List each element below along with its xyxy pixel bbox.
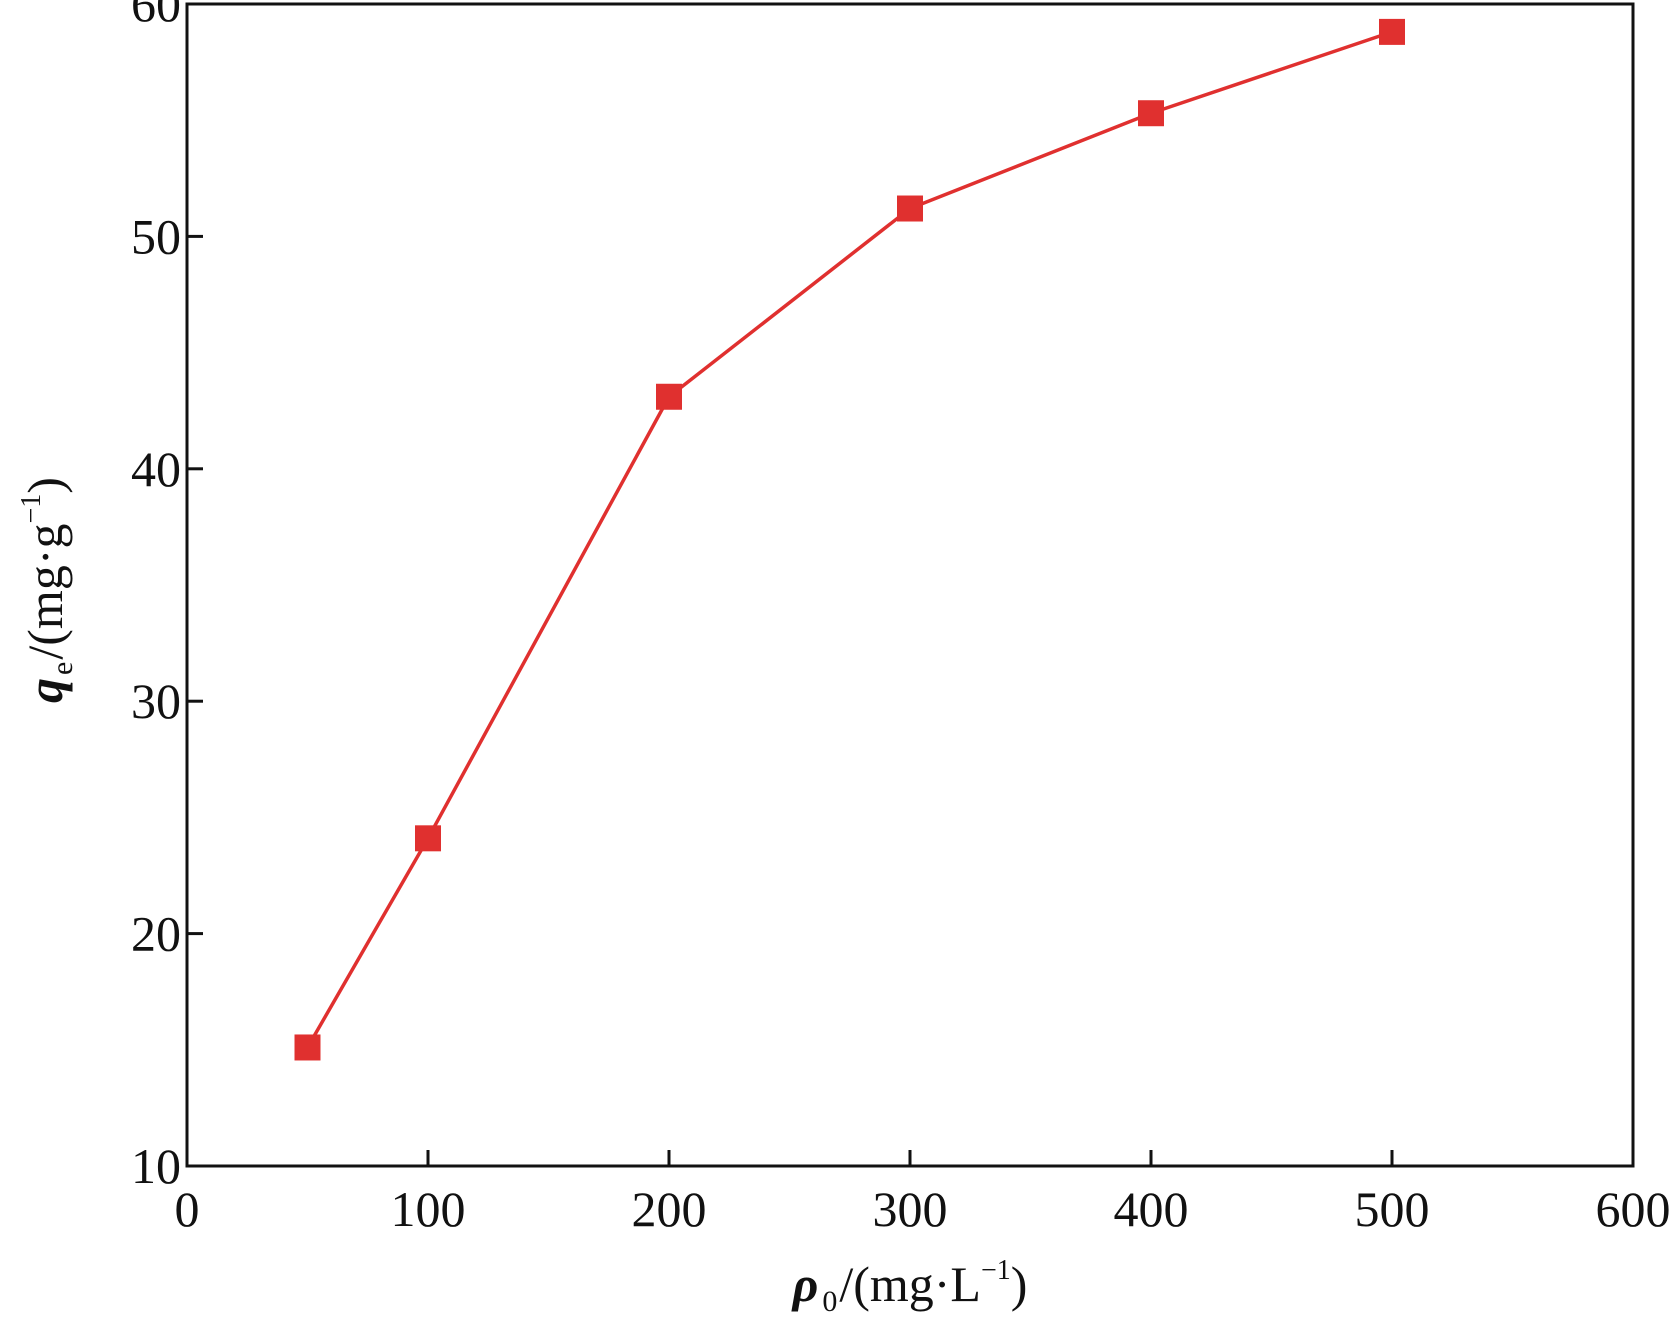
y-tick-label: 60 [131,0,181,32]
x-axis-unit-prefix: /(mg·L [839,1256,981,1312]
x-axis-symbol: ρ [791,1256,819,1312]
x-tick-label: 0 [175,1181,200,1237]
series-line [305,30,1393,1049]
y-axis-subscript: e [46,662,79,675]
y-axis-unit-suffix: ) [17,477,73,494]
y-tick-label: 40 [131,441,181,497]
x-tick-label: 100 [391,1181,466,1237]
y-tick-label: 20 [131,906,181,962]
data-point-marker [656,383,682,410]
x-tick-label: 400 [1114,1181,1189,1237]
x-tick-label: 500 [1355,1181,1430,1237]
y-tick-label: 50 [131,208,181,264]
data-point-marker [1379,18,1405,45]
data-point-marker [415,825,441,852]
x-axis-unit-suffix: ) [1011,1256,1028,1312]
y-axis-unit-sup: −1 [16,494,47,524]
x-axis-ticks: 0 100 200 300 400 500 600 [175,1150,1671,1237]
plot-frame [185,2,1635,1168]
y-axis-ticks: 10 20 30 40 50 60 [131,0,203,1194]
y-tick-label: 10 [131,1138,181,1194]
x-tick-label: 600 [1596,1181,1671,1237]
x-axis-title: ρ 0/(mg·L−1) [791,1255,1028,1317]
y-axis-title: qe /(mg·g−1) [16,477,79,703]
y-axis-symbol: q [17,678,73,703]
x-axis-subscript: 0 [822,1285,837,1317]
data-point-marker [897,195,923,222]
series-layer [294,18,1405,1061]
x-tick-label: 300 [873,1181,948,1237]
data-point-marker [1138,100,1164,127]
y-axis-unit-prefix: /(mg·g [17,524,73,660]
x-axis-unit-sup: −1 [981,1255,1011,1286]
x-tick-label: 200 [632,1181,707,1237]
data-point-marker [294,1034,321,1061]
y-tick-label: 30 [131,673,181,729]
